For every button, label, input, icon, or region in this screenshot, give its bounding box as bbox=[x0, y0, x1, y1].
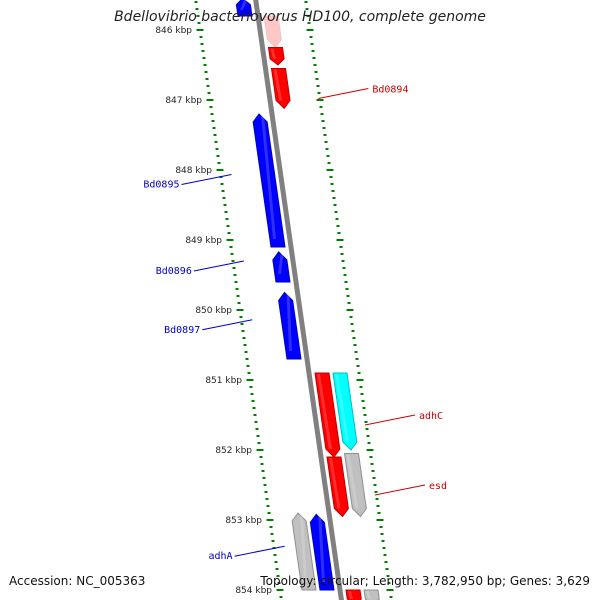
gene-feature-adha[interactable] bbox=[309, 513, 335, 591]
gene-label-leader bbox=[202, 319, 253, 331]
gene-label[interactable]: Bd0897 bbox=[164, 325, 200, 336]
kbp-tick-label: 852 kbp bbox=[215, 446, 252, 456]
gene-arrow[interactable] bbox=[345, 589, 362, 600]
gene-label-leader bbox=[364, 414, 416, 426]
gene-feature-layer bbox=[235, 0, 380, 600]
gene-label-leader bbox=[234, 545, 285, 557]
topology-text: Topology: circular; Length: 3,782,950 bp… bbox=[260, 574, 590, 588]
gene-arrow[interactable] bbox=[272, 251, 291, 283]
kbp-tick-label: 851 kbp bbox=[205, 376, 242, 386]
gene-feature[interactable] bbox=[363, 589, 380, 600]
gene-label[interactable]: Bd0896 bbox=[156, 266, 192, 277]
gene-label-leader bbox=[193, 260, 244, 272]
gene-feature-bd0895[interactable] bbox=[252, 113, 286, 248]
gene-arrow[interactable] bbox=[314, 372, 341, 458]
gene-arrow[interactable] bbox=[326, 456, 349, 518]
gene-feature-esd[interactable] bbox=[343, 453, 367, 518]
kbp-tick-label: 854 kbp bbox=[235, 586, 272, 596]
gene-feature[interactable] bbox=[291, 512, 317, 591]
gene-arrow[interactable] bbox=[252, 113, 286, 248]
kbp-tick-label: 847 kbp bbox=[165, 96, 202, 106]
gene-arrow-highlight bbox=[270, 48, 276, 59]
gene-arrow-highlight bbox=[278, 252, 284, 274]
gene-label[interactable]: adhA bbox=[209, 551, 233, 562]
gene-arrow[interactable] bbox=[235, 0, 253, 17]
gene-arrow-highlight bbox=[240, 0, 248, 10]
gene-arrow[interactable] bbox=[309, 513, 335, 591]
kbp-tick-label: 846 kbp bbox=[155, 26, 192, 36]
gene-arrow[interactable] bbox=[270, 68, 291, 110]
gene-label-leader bbox=[318, 87, 369, 99]
gene-feature[interactable] bbox=[267, 47, 285, 66]
outer-tick-layer bbox=[304, 1, 394, 598]
gene-arrow-highlight bbox=[348, 591, 353, 600]
gene-feature[interactable] bbox=[263, 15, 282, 49]
kbp-tick-label: 853 kbp bbox=[225, 516, 262, 526]
kbp-tick-label: 849 kbp bbox=[185, 236, 222, 246]
gene-arrow[interactable] bbox=[343, 453, 367, 518]
genome-backbone bbox=[253, 0, 344, 600]
gene-arrow[interactable] bbox=[332, 372, 358, 451]
gene-arrow-highlight bbox=[335, 374, 349, 442]
gene-label[interactable]: Bd0895 bbox=[143, 180, 179, 191]
genome-title: Bdellovibrio bacteriovorus HD100, comple… bbox=[114, 9, 486, 25]
kbp-tick-label: 848 kbp bbox=[175, 166, 212, 176]
gene-label-layer: Bd0894 Bd0895 Bd0896 Bd0897 adhC esd adhA bbox=[143, 84, 447, 562]
gene-arrow[interactable] bbox=[363, 589, 380, 600]
gene-feature[interactable] bbox=[326, 456, 349, 518]
gene-feature[interactable] bbox=[332, 372, 358, 451]
accession-text: Accession: NC_005363 bbox=[9, 574, 146, 588]
gene-arrow[interactable] bbox=[263, 15, 282, 49]
gene-arrow[interactable] bbox=[267, 47, 285, 66]
gene-arrow[interactable] bbox=[278, 291, 302, 360]
gene-arrow-highlight bbox=[346, 454, 359, 509]
gene-arrow-highlight bbox=[300, 514, 307, 582]
gene-label-leader bbox=[374, 484, 426, 496]
gene-arrow-highlight bbox=[318, 515, 325, 582]
gene-label[interactable]: Bd0894 bbox=[372, 84, 408, 95]
gene-arrow-highlight bbox=[261, 115, 276, 239]
gene-arrow-highlight bbox=[329, 458, 341, 509]
gene-arrow-highlight bbox=[266, 17, 274, 40]
gene-arrow[interactable] bbox=[291, 512, 317, 591]
kbp-tick-label: 850 kbp bbox=[195, 306, 232, 316]
gene-arrow-highlight bbox=[366, 591, 371, 600]
gene-feature-bd0897[interactable] bbox=[278, 291, 302, 360]
backbone-layer bbox=[253, 0, 344, 600]
gene-feature-adhc[interactable] bbox=[314, 372, 341, 458]
inner-tick-layer: 846 kbp 847 kbp 848 kbp 849 kbp 850 kbp 851 k… bbox=[155, 1, 284, 598]
gene-arrow-highlight bbox=[317, 374, 332, 449]
gene-label[interactable]: adhC bbox=[419, 411, 443, 422]
gene-arrow-highlight bbox=[273, 69, 283, 101]
gene-label-leader bbox=[181, 174, 232, 185]
gene-arrow-highlight bbox=[286, 293, 292, 351]
gene-feature[interactable] bbox=[345, 589, 362, 600]
gene-feature-bd0896[interactable] bbox=[272, 251, 291, 283]
gene-feature-bd0894[interactable] bbox=[270, 68, 291, 110]
gene-label[interactable]: esd bbox=[429, 481, 447, 492]
gene-feature[interactable] bbox=[235, 0, 253, 17]
